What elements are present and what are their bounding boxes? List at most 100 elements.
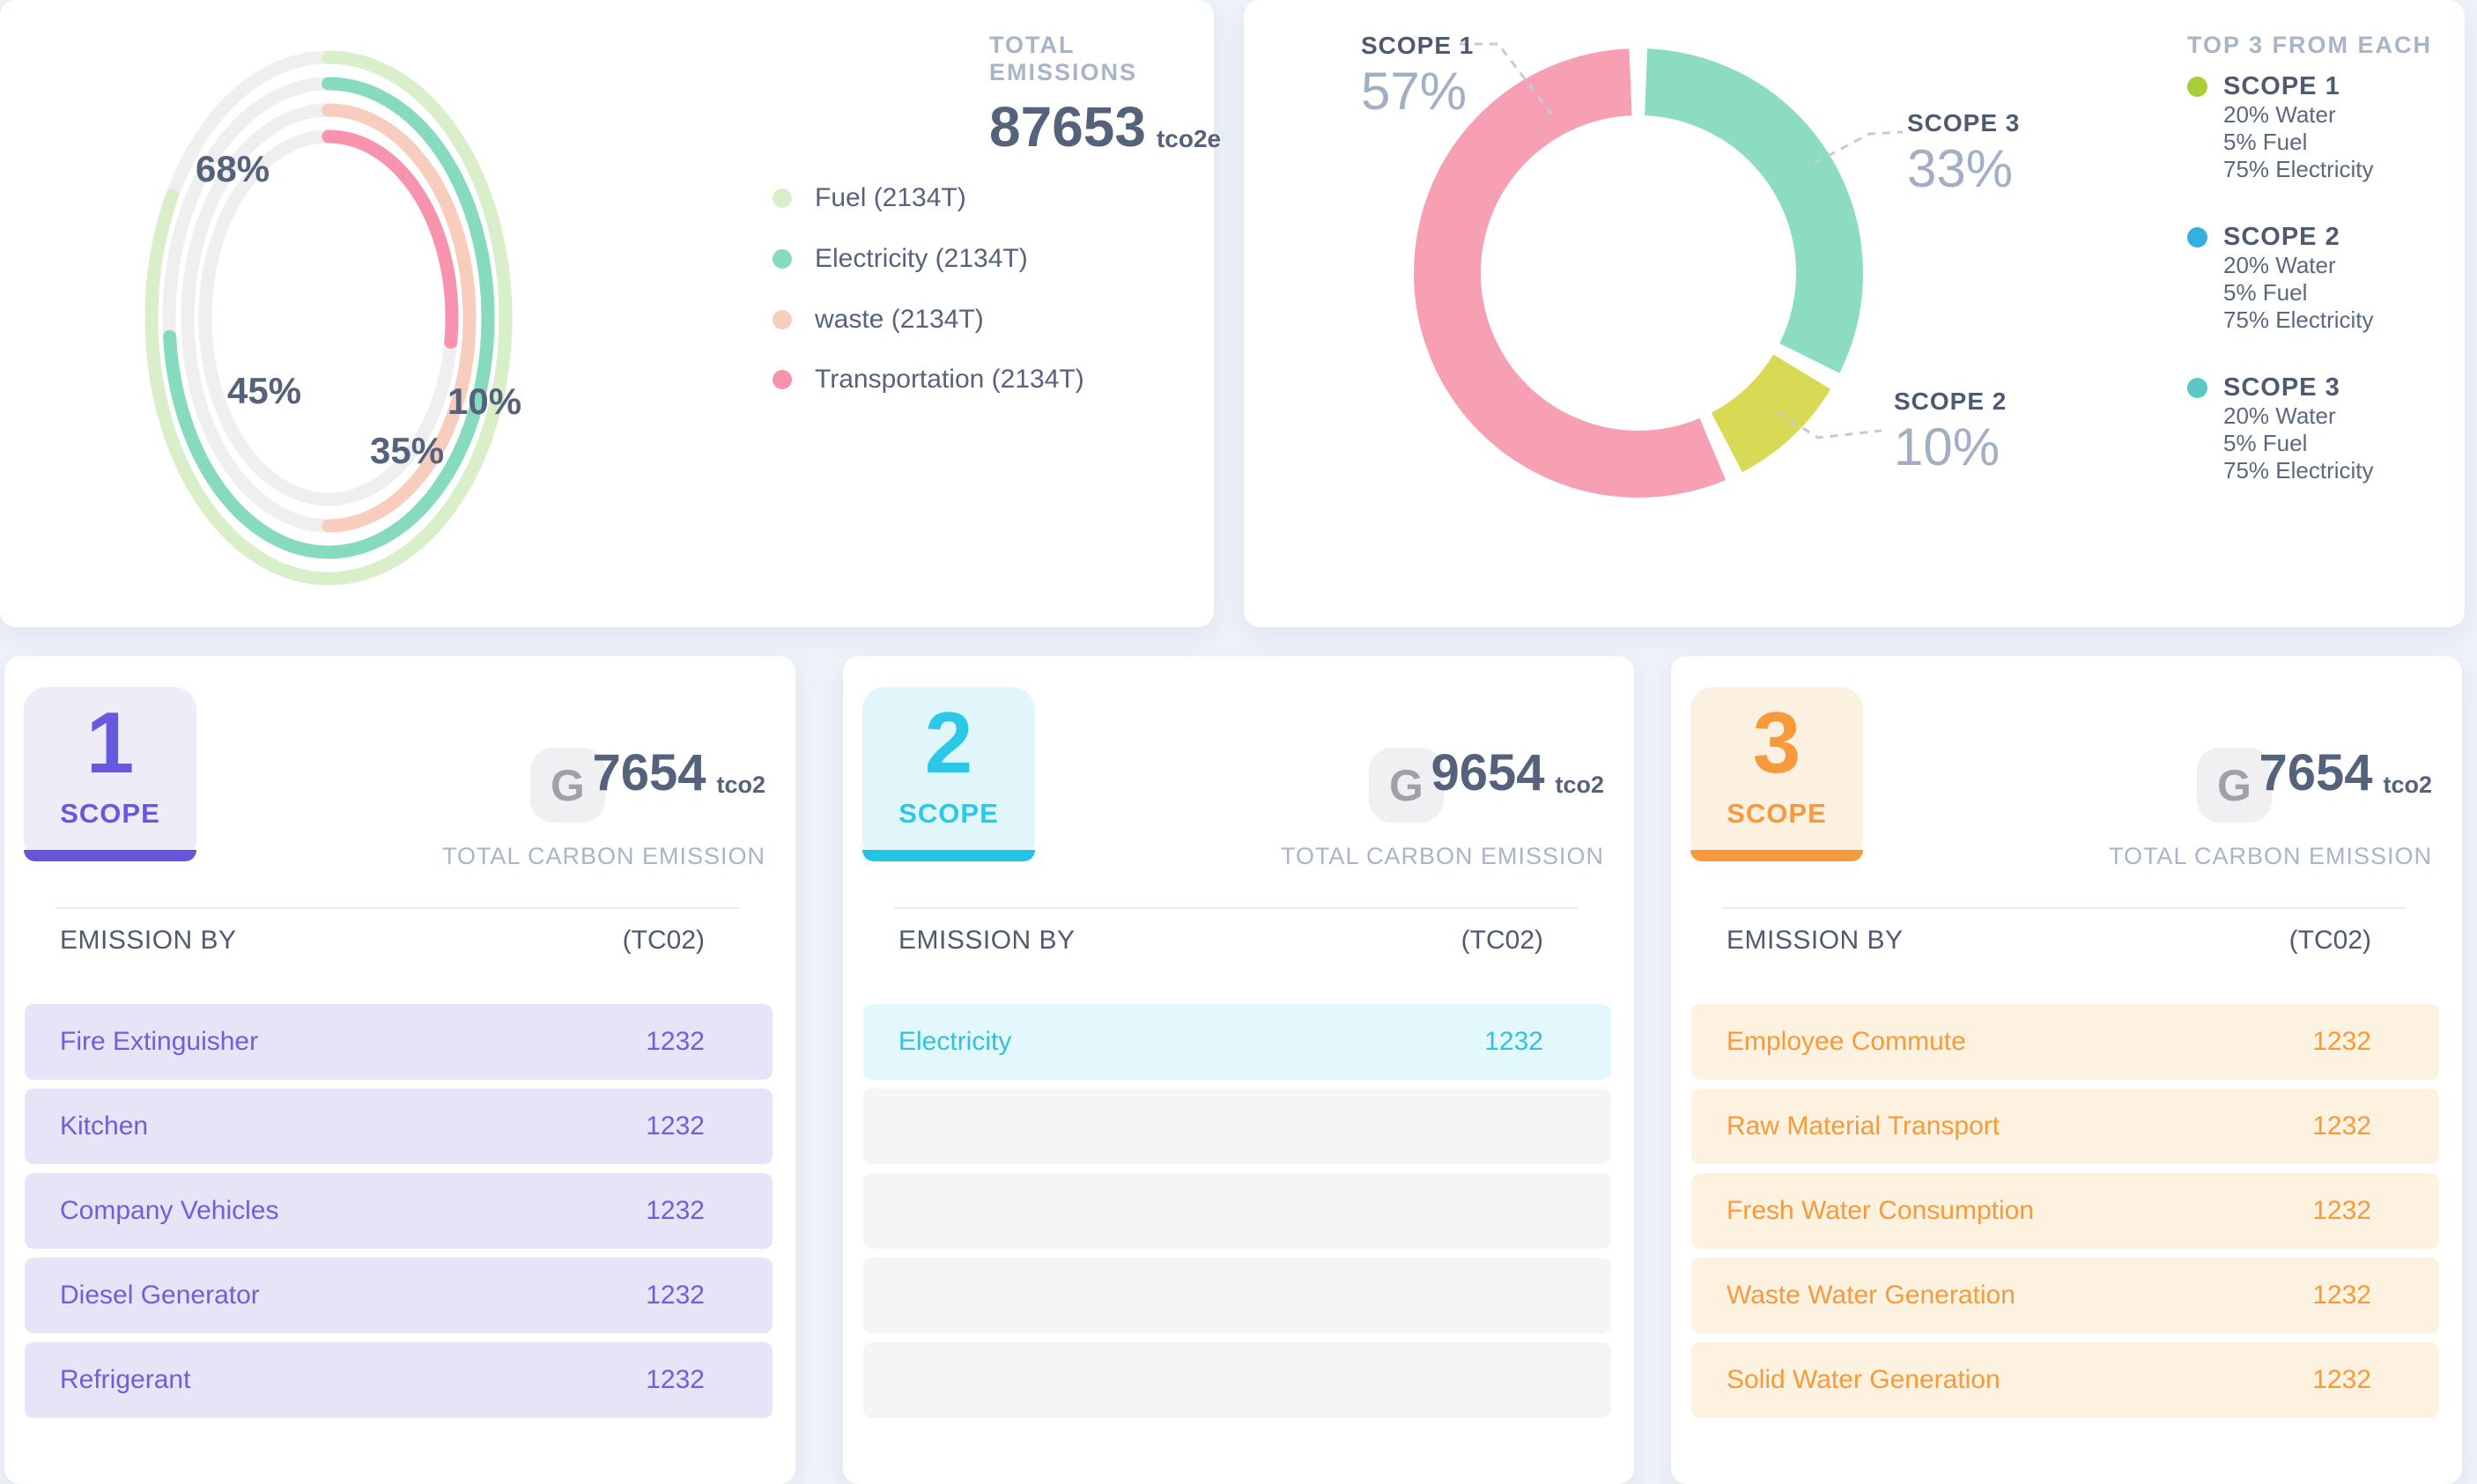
row-label: Solid Water Generation	[1727, 1365, 2000, 1394]
total-unit: tco2	[1555, 772, 1604, 798]
table-row[interactable]: Fresh Water Consumption 1232	[1691, 1173, 2439, 1249]
legend-item-scope1[interactable]: SCOPE 1 20% Water 5% Fuel 75% Electricit…	[2187, 72, 2374, 183]
total-emissions-card: 68% 45% 35% 10% Fuel (2134T) Electricity…	[0, 0, 1221, 627]
legend-label: Electricity (2134T)	[815, 244, 1028, 273]
row-label: Diesel Generator	[60, 1281, 260, 1310]
carbon-icon-glyph: G	[2217, 760, 2251, 810]
legend-dot	[2187, 227, 2207, 247]
table-row[interactable]: Employee Commute 1232	[1691, 1004, 2439, 1080]
table-row[interactable]: Solid Water Generation 1232	[1691, 1342, 2439, 1418]
scope1-card: 1 SCOPE G 7654 tco2 TOTAL CARBON EMISSIO…	[4, 656, 795, 1484]
legend-breakdown-line: 75% Electricity	[2223, 156, 2374, 182]
badge-accent-bar	[1690, 850, 1863, 861]
legend-item-electricity[interactable]: Electricity (2134T)	[773, 244, 1028, 274]
divider	[894, 907, 1578, 909]
legend-label: Fuel (2134T)	[815, 183, 966, 212]
total-emissions-value: 87653	[989, 95, 1146, 159]
badge-accent-bar	[862, 850, 1035, 861]
table-row[interactable]: Company Vehicles 1232	[25, 1173, 773, 1249]
row-label: Fresh Water Consumption	[1727, 1196, 2035, 1225]
carbon-icon-glyph: G	[1389, 760, 1423, 810]
badge-accent-bar	[24, 850, 196, 861]
legend-label: waste (2134T)	[815, 305, 984, 334]
row-value: 1232	[646, 1027, 705, 1056]
scope2-badge: 2 SCOPE	[862, 687, 1035, 861]
scope1-total: 7654 tco2	[592, 748, 765, 799]
row-value: 1232	[2312, 1111, 2371, 1141]
table-header-unit: (TC02)	[622, 926, 705, 955]
callout-name: SCOPE 3	[1907, 109, 2021, 137]
table-header-emission-by: EMISSION BY	[1727, 926, 1904, 955]
donut-segment-scope3[interactable]	[1414, 48, 1863, 498]
legend-item-transportation[interactable]: Transportation (2134T)	[773, 365, 1084, 395]
divider	[55, 907, 739, 909]
row-value: 1232	[646, 1196, 705, 1225]
table-header-emission-by: EMISSION BY	[60, 926, 237, 955]
table-row[interactable]: Raw Material Transport 1232	[1691, 1089, 2439, 1164]
carbon-icon: G	[530, 748, 605, 823]
table-row-empty	[863, 1089, 1611, 1164]
legend-item-fuel[interactable]: Fuel (2134T)	[773, 183, 966, 213]
table-row[interactable]: Electricity 1232	[863, 1004, 1611, 1080]
emission-rings-chart[interactable]	[135, 38, 522, 602]
ring-transportation[interactable]	[198, 129, 459, 506]
scope-label: SCOPE	[898, 798, 999, 829]
legend-breakdown-line: 20% Water	[2223, 252, 2336, 278]
table-header-unit: (TC02)	[1460, 926, 1543, 955]
row-value: 1232	[2312, 1281, 2371, 1310]
callout-percent: 33%	[1907, 139, 2014, 198]
table-row[interactable]: Fire Extinguisher 1232	[25, 1004, 773, 1080]
row-value: 1232	[646, 1111, 705, 1141]
legend-breakdown-line: 75% Electricity	[2223, 306, 2374, 333]
table-row[interactable]: Kitchen 1232	[25, 1089, 773, 1164]
table-row[interactable]: Waste Water Generation 1232	[1691, 1258, 2439, 1333]
ring-percent-electricity: 45%	[227, 370, 302, 411]
divider	[1722, 907, 2406, 909]
ring-electricity[interactable]	[162, 77, 495, 559]
legend-name: SCOPE 1	[2223, 72, 2340, 100]
callout-percent: 10%	[1894, 417, 2000, 476]
ring-waste[interactable]	[181, 103, 477, 533]
legend-item-scope2[interactable]: SCOPE 2 20% Water 5% Fuel 75% Electricit…	[2187, 223, 2374, 334]
callout-scope1: SCOPE 1 57%	[1361, 32, 1474, 118]
table-row[interactable]: Refrigerant 1232	[25, 1342, 773, 1418]
carbon-icon: G	[2197, 748, 2272, 823]
ring-percent-waste: 35%	[370, 430, 445, 471]
total-emissions-unit: tco2e	[1156, 125, 1222, 152]
ring-percent-fuel: 68%	[196, 148, 270, 189]
row-value: 1232	[646, 1281, 705, 1310]
legend-breakdown-line: 20% Water	[2223, 402, 2336, 429]
total-unit: tco2	[716, 772, 765, 798]
scope-label: SCOPE	[60, 798, 160, 829]
table-row-empty	[863, 1258, 1611, 1333]
legend-label: Transportation (2134T)	[815, 365, 1084, 394]
total-caption: TOTAL CARBON EMISSION	[2108, 843, 2432, 869]
donut-segment-scope1[interactable]	[1414, 48, 1863, 498]
row-value: 1232	[2312, 1365, 2371, 1394]
row-label: Waste Water Generation	[1727, 1281, 2015, 1310]
legend-dot	[773, 310, 792, 329]
row-value: 1232	[646, 1365, 705, 1394]
table-header-unit: (TC02)	[2288, 926, 2371, 955]
leader-scope3	[1814, 130, 1904, 165]
legend-item-scope3[interactable]: SCOPE 3 20% Water 5% Fuel 75% Electricit…	[2187, 373, 2374, 484]
scope-donut-chart[interactable]	[1408, 42, 1869, 504]
legend-item-waste[interactable]: waste (2134T)	[773, 305, 984, 335]
donut-legend: SCOPE 1 20% Water 5% Fuel 75% Electricit…	[2187, 72, 2374, 484]
scope3-total: 7654 tco2	[2259, 748, 2432, 799]
row-label: Raw Material Transport	[1727, 1111, 2000, 1141]
callout-percent: 57%	[1361, 62, 1468, 121]
row-value: 1232	[2312, 1027, 2371, 1056]
table-row[interactable]: Diesel Generator 1232	[25, 1258, 773, 1333]
scope3-badge: 3 SCOPE	[1690, 687, 1863, 861]
scope-number: 3	[1752, 694, 1801, 791]
carbon-icon-glyph: G	[551, 760, 585, 810]
scope-number: 1	[85, 694, 135, 791]
row-value: 1232	[2312, 1196, 2371, 1225]
ring-fuel[interactable]	[144, 50, 513, 586]
legend-name: SCOPE 2	[2223, 223, 2340, 251]
scope-number: 2	[924, 694, 973, 791]
leader-scope2	[1777, 410, 1882, 439]
legend-breakdown-line: 75% Electricity	[2223, 457, 2374, 484]
